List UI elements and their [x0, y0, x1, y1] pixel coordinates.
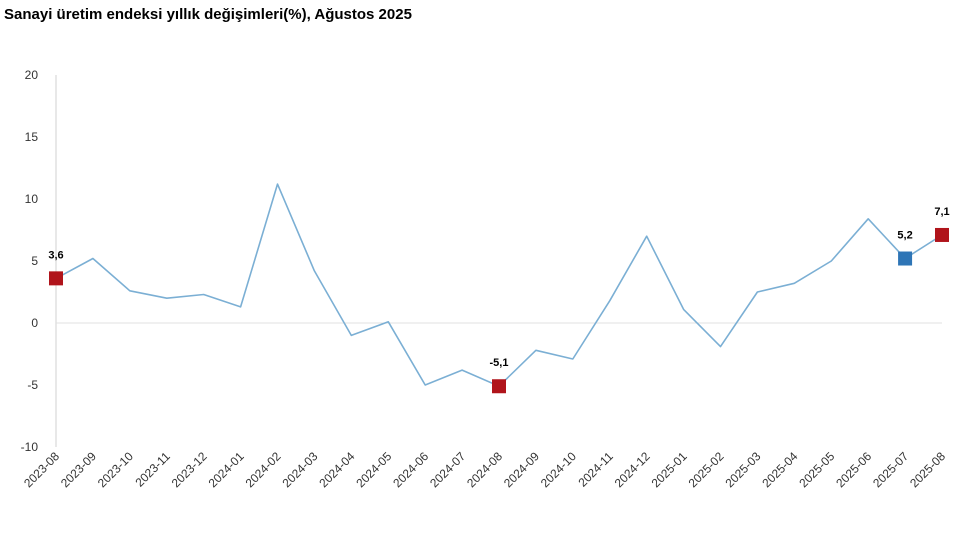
x-tick-label: 2025-07	[870, 449, 911, 490]
y-tick-label: 5	[31, 254, 38, 268]
x-tick-label: 2023-09	[58, 449, 99, 490]
data-point-marker	[49, 271, 63, 286]
data-label: -5,1	[490, 357, 509, 369]
data-point-marker	[935, 227, 949, 242]
data-point-marker	[898, 251, 913, 266]
x-tick-label: 2024-07	[427, 449, 468, 490]
data-label: 7,1	[934, 206, 949, 218]
data-point-marker	[492, 379, 506, 394]
y-tick-label: 15	[25, 130, 39, 144]
y-tick-label: 10	[25, 192, 39, 206]
x-tick-label: 2024-03	[279, 449, 320, 490]
x-tick-label: 2023-10	[95, 449, 136, 490]
x-tick-label: 2025-01	[649, 449, 690, 490]
x-tick-label: 2024-12	[612, 449, 653, 490]
x-tick-label: 2025-06	[833, 449, 874, 490]
x-tick-label: 2025-05	[796, 449, 837, 490]
x-tick-label: 2024-08	[464, 449, 505, 490]
x-tick-label: 2024-05	[353, 449, 394, 490]
x-tick-label: 2024-11	[575, 449, 616, 490]
y-tick-label: 20	[25, 68, 39, 82]
chart-title: Sanayi üretim endeksi yıllık değişimleri…	[4, 6, 412, 23]
x-tick-label: 2025-08	[907, 449, 948, 490]
data-label: 5,2	[897, 230, 912, 242]
x-tick-label: 2025-04	[759, 449, 800, 490]
series-line	[55, 183, 943, 388]
x-tick-label: 2024-10	[538, 449, 579, 490]
x-tick-label: 2024-06	[390, 449, 431, 490]
x-tick-label: 2023-08	[21, 449, 62, 490]
y-tick-label: 0	[31, 316, 38, 330]
x-tick-label: 2024-04	[316, 449, 357, 490]
y-tick-label: -10	[21, 440, 39, 454]
y-tick-label: -5	[27, 378, 38, 392]
x-tick-label: 2023-12	[169, 449, 210, 490]
x-tick-label: 2024-09	[501, 449, 542, 490]
x-tick-label: 2024-02	[243, 449, 284, 490]
x-tick-label: 2024-01	[206, 449, 247, 490]
x-tick-label: 2025-03	[722, 449, 763, 490]
x-tick-label: 2023-11	[132, 449, 173, 490]
x-tick-label: 2025-02	[686, 449, 727, 490]
data-label: 3,6	[48, 249, 63, 261]
